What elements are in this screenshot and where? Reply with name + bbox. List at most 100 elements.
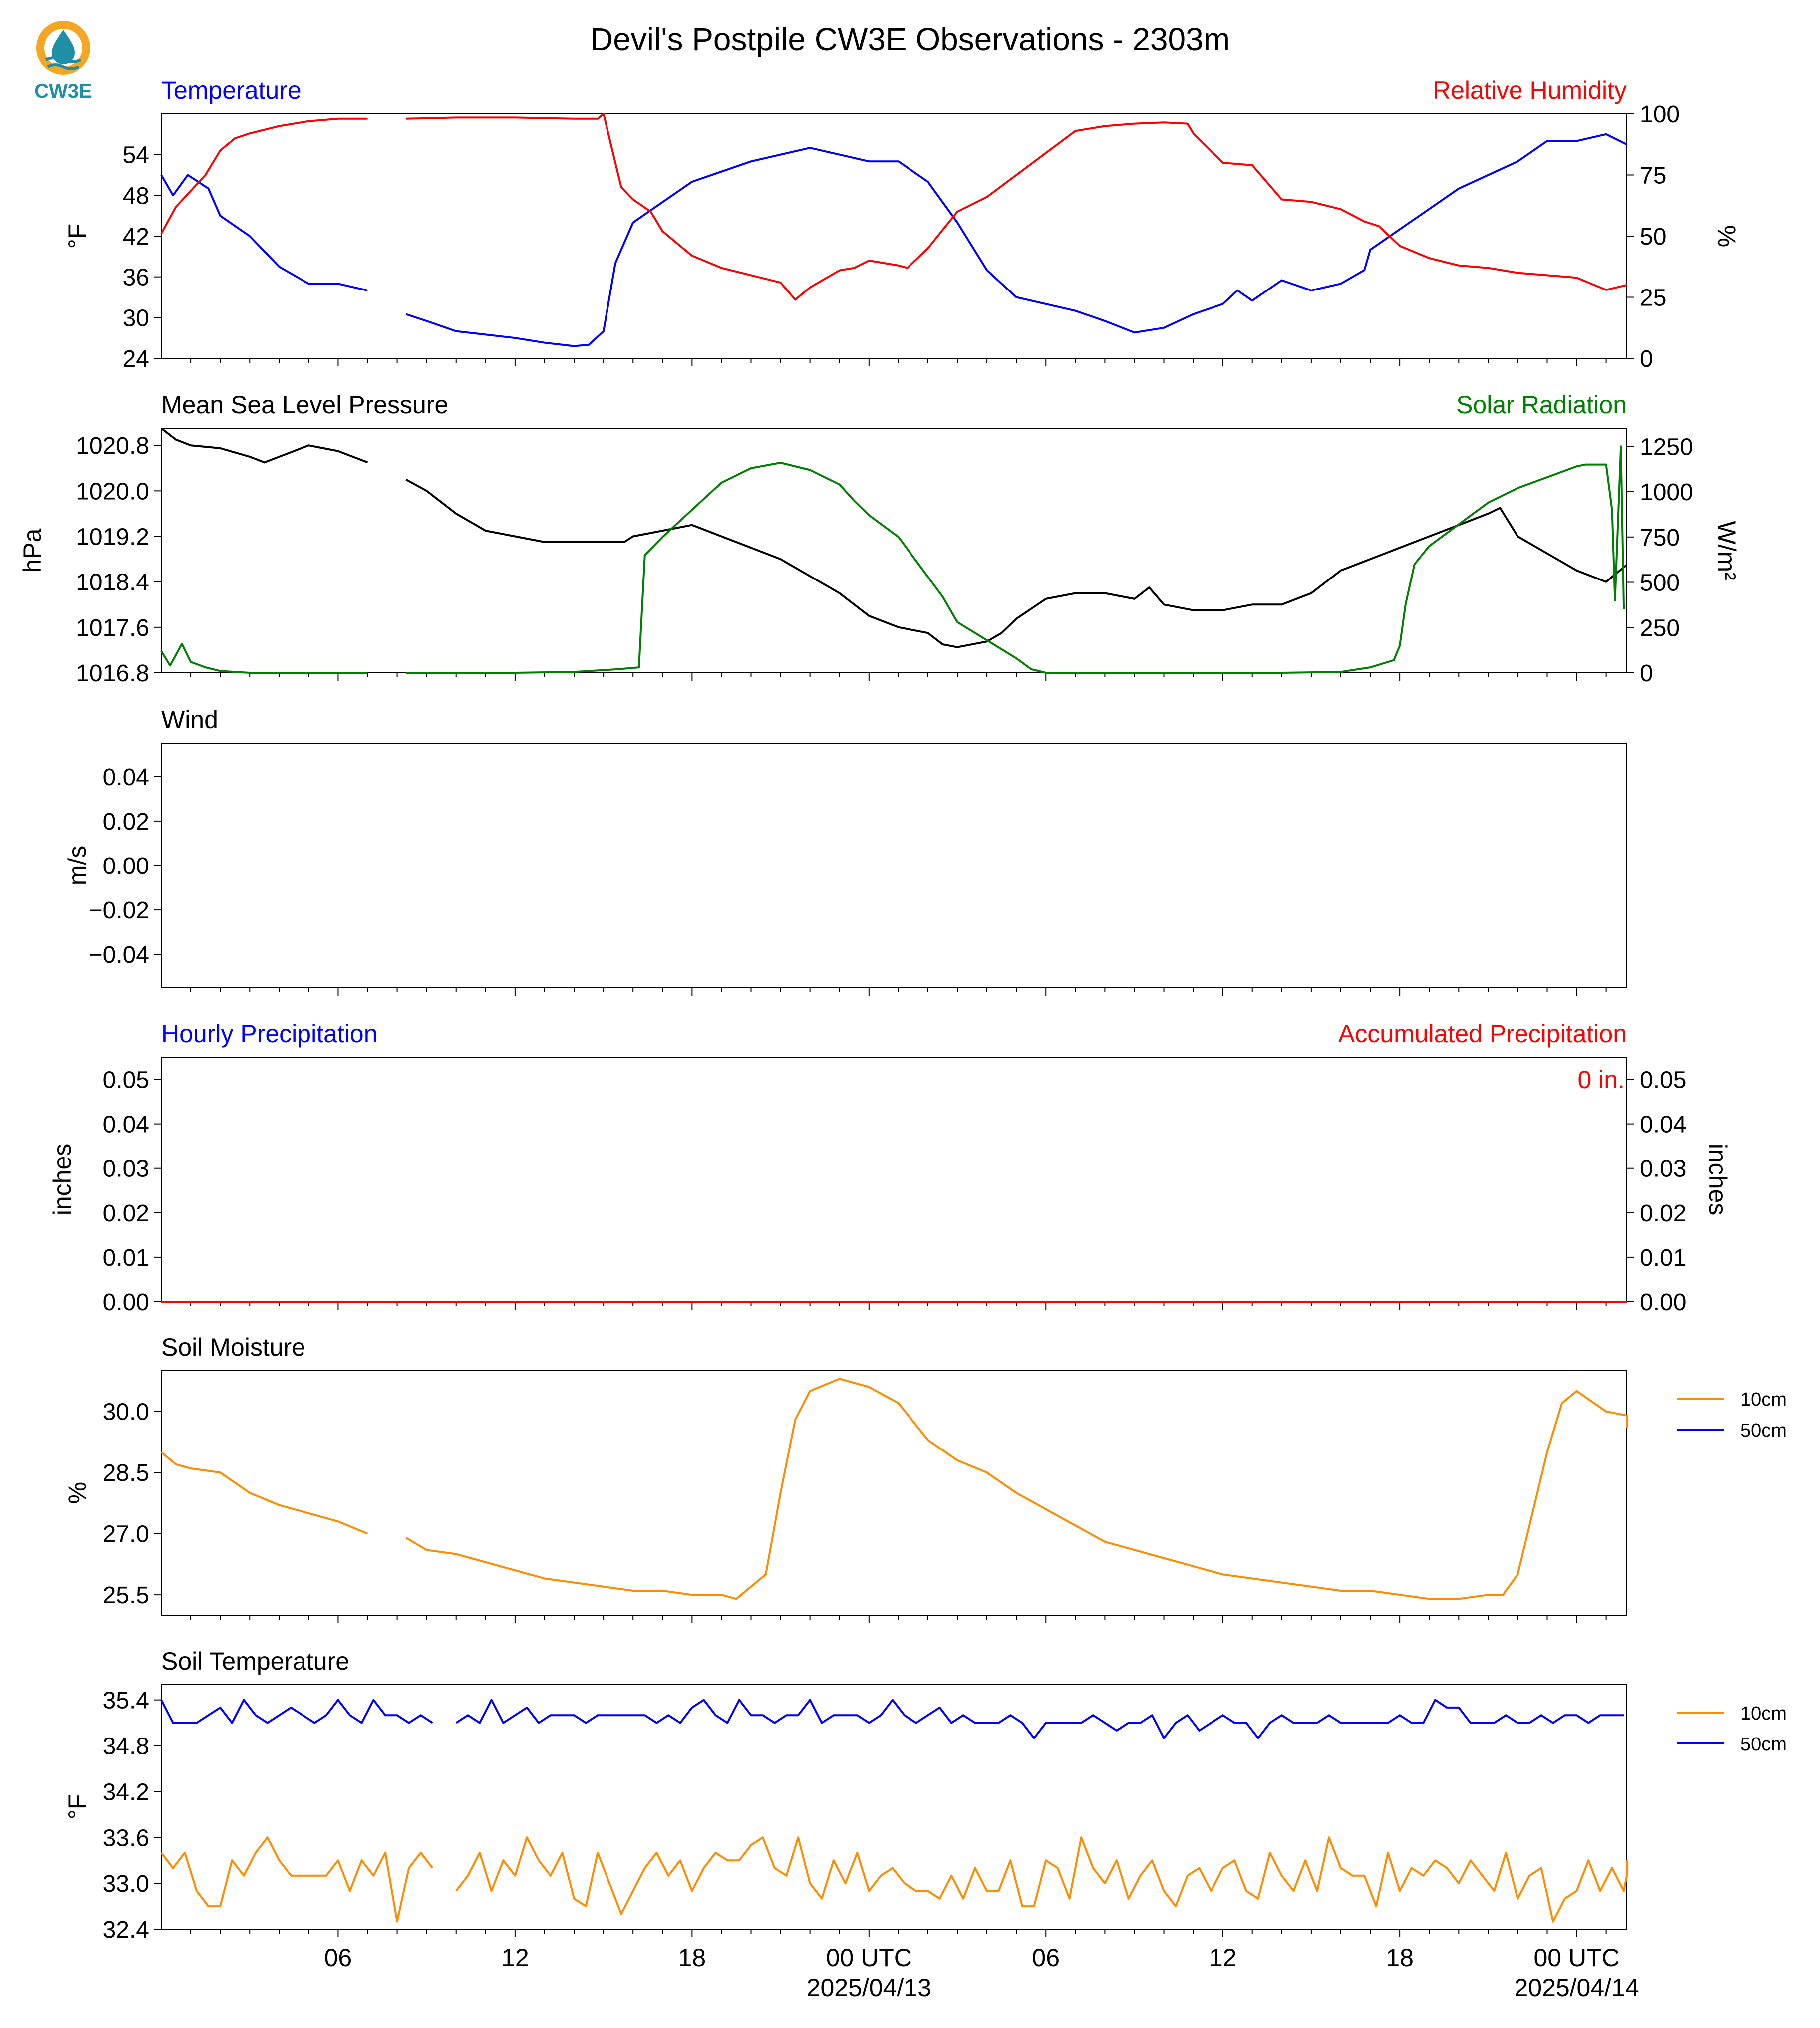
y-tick-label: 35.4 [103, 1688, 149, 1714]
y-right-tick-label: 1250 [1640, 434, 1693, 460]
plot-frame [161, 1370, 1627, 1616]
y-right-axis-label: % [1713, 225, 1741, 247]
y-tick-label: 27.0 [103, 1521, 149, 1548]
y-tick-label: 0.00 [103, 1289, 149, 1316]
panel-title-left: Soil Moisture [161, 1333, 305, 1361]
y-tick-label: 1016.8 [76, 660, 149, 687]
y-tick-label: 1017.6 [76, 615, 149, 641]
y-tick-label: 42 [123, 224, 149, 250]
panel-title-right: Solar Radiation [1456, 391, 1627, 419]
panel-5: 25.5 27.0 28.5 30.0 Soil Moisture% 10cm 50cm [63, 1333, 1787, 1623]
y-tick-label: 34.2 [103, 1779, 149, 1805]
y-tick-label: 30 [123, 305, 149, 331]
series-line-solar-radiation [406, 445, 1625, 674]
series-line-mean-sea-level-pressure [160, 427, 368, 464]
y-axis-label: inches [48, 1144, 76, 1216]
logo-text: CW3E [34, 80, 92, 102]
y-right-tick-label: 0 [1640, 346, 1653, 372]
y-tick-label: 48 [123, 183, 149, 209]
series-line-50cm [455, 1699, 1624, 1739]
series-line-10cm [160, 1451, 368, 1535]
series-line-50cm [160, 1699, 433, 1724]
accumulated-total-label: 0 in. [1577, 1066, 1625, 1094]
x-tick-label: 00 UTC [826, 1944, 912, 1972]
x-tick-label: 12 [501, 1944, 529, 1972]
panel-title-left: Temperature [161, 76, 302, 104]
y-tick-label: 1019.2 [76, 524, 149, 551]
series-line-solar-radiation [160, 642, 368, 674]
y-right-tick-label: 0 [1640, 660, 1653, 687]
y-tick-label: 34.8 [103, 1734, 149, 1760]
legend-label: 10cm [1740, 1703, 1787, 1724]
y-right-axis-label: inches [1704, 1144, 1732, 1216]
y-tick-label: 0.04 [103, 764, 149, 791]
y-tick-label: 0.02 [103, 809, 149, 835]
x-tick-label: 06 [324, 1944, 352, 1972]
x-tick-label: 12 [1209, 1944, 1237, 1972]
figure-title: Devil's Postpile CW3E Observations - 230… [590, 21, 1230, 57]
y-right-tick-label: 0.01 [1640, 1245, 1686, 1271]
x-tick-label: 18 [1386, 1944, 1414, 1972]
panel-2: 1016.8 1017.6 1018.4 1019.2 1020.0 1020.8 0 250… [18, 391, 1741, 687]
y-tick-label: 0.04 [103, 1112, 149, 1138]
y-right-tick-label: 500 [1640, 570, 1680, 596]
y-tick-label: 1020.0 [76, 478, 149, 505]
y-axis-label: hPa [18, 528, 46, 573]
y-axis-label: °F [63, 224, 91, 249]
panel-4: 0.00 0.01 0.02 0.03 0.04 0.05 0.00 0.01 0.02 0.03… [48, 1020, 1732, 1316]
y-right-tick-label: 1000 [1640, 479, 1693, 506]
x-tick-label: 06 [1032, 1944, 1060, 1972]
y-right-tick-label: 0.03 [1640, 1156, 1686, 1182]
x-tick-label: 00 UTC [1533, 1944, 1619, 1972]
panel-3: −0.04 −0.02 0.00 0.02 0.04 Wind m/s [63, 706, 1627, 996]
y-tick-label: 0.05 [103, 1067, 149, 1094]
y-right-tick-label: 50 [1640, 224, 1666, 250]
y-tick-label: 25.5 [103, 1582, 149, 1609]
panel-title-right: Accumulated Precipitation [1338, 1020, 1627, 1048]
legend-label: 10cm [1740, 1389, 1787, 1410]
panel-1: 24 30 36 42 48 54 0 25 50 75 100 Temperature Relativ… [63, 76, 1741, 372]
series-line-relative-humidity [406, 113, 1627, 301]
y-tick-label: 0.03 [103, 1156, 149, 1182]
y-tick-label: 0.01 [103, 1245, 149, 1271]
y-right-tick-label: 250 [1640, 615, 1680, 641]
y-axis-label: °F [63, 1794, 91, 1820]
y-right-tick-label: 0.05 [1640, 1067, 1686, 1094]
panel-title-right: Relative Humidity [1433, 76, 1627, 104]
y-axis-label: % [63, 1482, 91, 1504]
x-date-label: 2025/04/14 [1514, 1974, 1639, 2002]
y-right-tick-label: 75 [1640, 163, 1666, 189]
y-tick-label: 33.6 [103, 1825, 149, 1851]
panel-6: 32.4 33.0 33.6 34.2 34.8 35.4 Soil Temperature… [63, 1647, 1787, 2002]
y-tick-label: 33.0 [103, 1871, 149, 1897]
panel-title-left: Hourly Precipitation [161, 1020, 378, 1048]
y-tick-label: 1018.4 [76, 570, 149, 596]
plot-frame [161, 1684, 1627, 1930]
y-tick-label: −0.04 [89, 942, 149, 968]
series-line-10cm [405, 1378, 1628, 1600]
y-tick-label: 24 [123, 346, 149, 372]
series-line-temperature [405, 133, 1627, 347]
y-right-tick-label: 25 [1640, 285, 1666, 311]
y-tick-label: 0.02 [103, 1200, 149, 1227]
y-right-axis-label: W/m² [1713, 521, 1741, 580]
x-date-label: 2025/04/13 [807, 1974, 931, 2002]
series-line-10cm [160, 1836, 434, 1923]
y-tick-label: 32.4 [103, 1917, 149, 1943]
logo-drop-icon [52, 30, 75, 64]
plot-frame [161, 1057, 1627, 1302]
panel-title-left: Mean Sea Level Pressure [161, 391, 448, 419]
y-tick-label: 30.0 [103, 1399, 149, 1426]
y-right-tick-label: 0.04 [1640, 1112, 1686, 1138]
y-right-tick-label: 750 [1640, 525, 1680, 551]
y-tick-label: 54 [123, 142, 149, 169]
x-tick-label: 18 [678, 1944, 706, 1972]
plot-frame [161, 743, 1627, 988]
legend-label: 50cm [1740, 1420, 1787, 1441]
panel-title-left: Wind [161, 706, 218, 734]
y-tick-label: 28.5 [103, 1460, 149, 1486]
y-tick-label: 1020.8 [76, 433, 149, 459]
plot-frame [161, 113, 1627, 359]
legend-label: 50cm [1740, 1734, 1787, 1755]
